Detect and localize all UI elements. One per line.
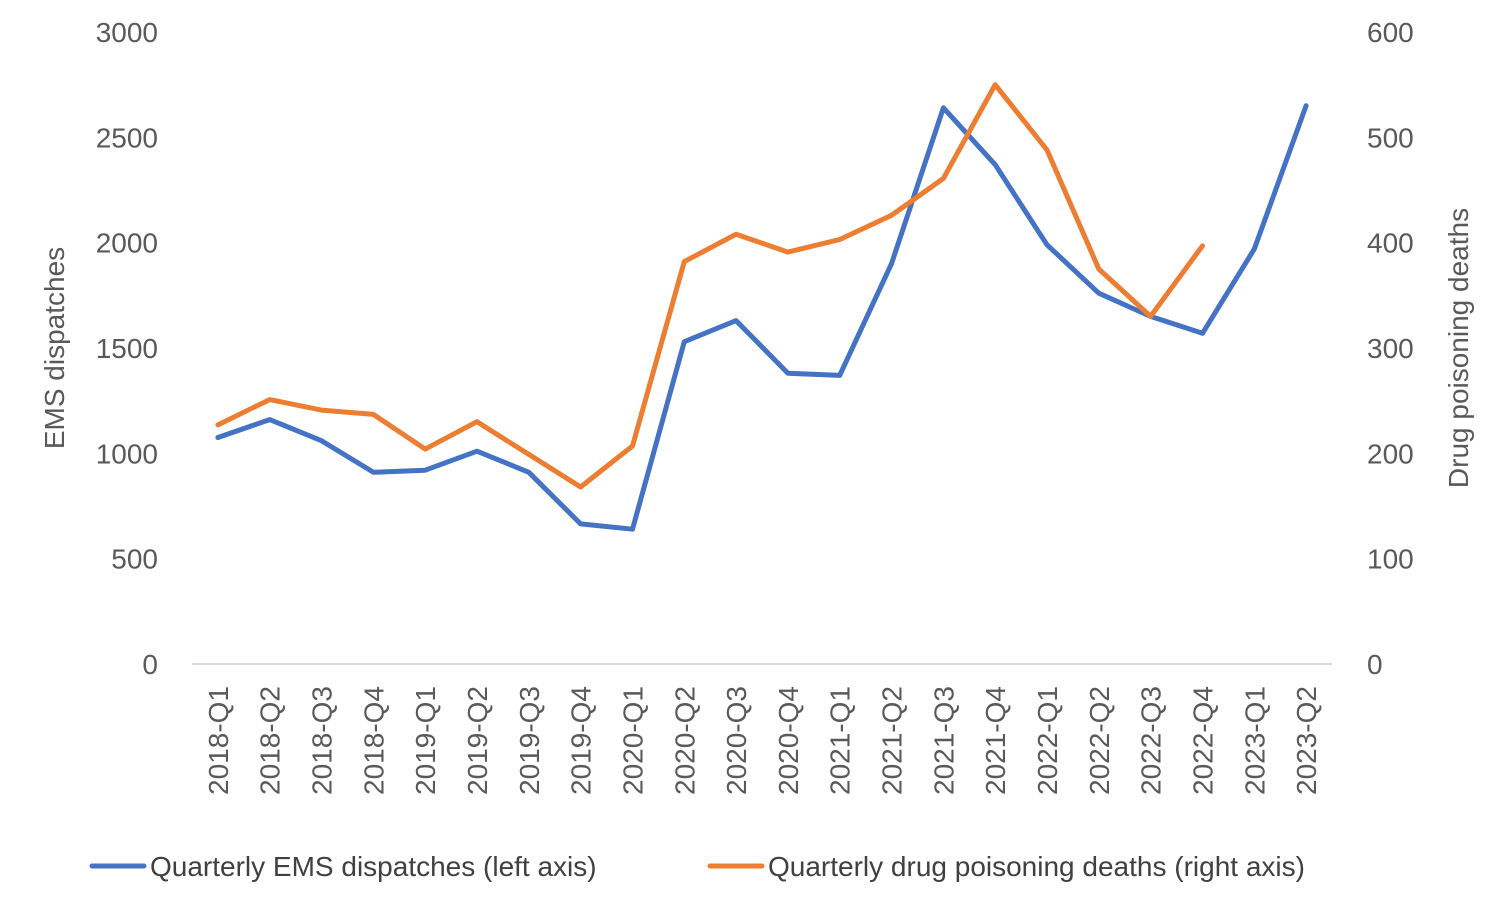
x-axis-category-label: 2018-Q2: [255, 686, 286, 795]
right-axis-tick-label: 600: [1367, 17, 1414, 48]
x-axis-category-label: 2022-Q4: [1187, 686, 1218, 795]
right-axis-tick-label: 500: [1367, 122, 1414, 153]
x-axis-category-label: 2021-Q4: [980, 686, 1011, 795]
left-axis-tick-label: 3000: [96, 17, 158, 48]
left-axis-tick-label: 500: [111, 544, 158, 575]
x-axis-category-label: 2018-Q1: [203, 686, 234, 795]
legend-label: Quarterly EMS dispatches (left axis): [150, 851, 597, 882]
right-axis-tick-label: 400: [1367, 228, 1414, 259]
left-axis-title: EMS dispatches: [39, 247, 70, 449]
x-axis-category-label: 2018-Q3: [307, 686, 338, 795]
x-axis-category-labels: 2018-Q1 2018-Q2 2018-Q3 2018-Q4 2019-Q1 2019-…: [203, 686, 1322, 795]
left-axis-tick-label: 0: [142, 649, 158, 680]
right-axis-tick-label: 300: [1367, 333, 1414, 364]
x-axis-category-label: 2022-Q1: [1032, 686, 1063, 795]
left-axis-tick-label: 2000: [96, 228, 158, 259]
left-axis-tick-label: 2500: [96, 122, 158, 153]
series-line-drug-poisoning-deaths: [218, 85, 1203, 487]
legend: Quarterly EMS dispatches (left axis) Quar…: [92, 851, 1305, 882]
right-axis-title: Drug poisoning deaths: [1443, 208, 1474, 488]
x-axis-category-label: 2018-Q4: [358, 686, 389, 795]
x-axis-category-label: 2020-Q1: [617, 686, 648, 795]
x-axis-category-label: 2019-Q3: [514, 686, 545, 795]
left-axis-tick-label: 1500: [96, 333, 158, 364]
x-axis-category-label: 2022-Q3: [1136, 686, 1167, 795]
right-axis-tick-label: 100: [1367, 544, 1414, 575]
x-axis-category-label: 2019-Q2: [462, 686, 493, 795]
series-line-ems-dispatches: [218, 106, 1306, 530]
x-axis-category-label: 2023-Q2: [1291, 686, 1322, 795]
right-axis-ticks: 0 100 200 300 400 500 600: [1367, 17, 1414, 680]
x-axis-category-label: 2020-Q4: [773, 686, 804, 795]
x-axis-category-label: 2022-Q2: [1084, 686, 1115, 795]
x-axis-category-label: 2019-Q4: [566, 686, 597, 795]
series-lines: [218, 85, 1306, 530]
x-axis-category-label: 2020-Q3: [721, 686, 752, 795]
x-axis-category-label: 2023-Q1: [1239, 686, 1270, 795]
left-axis-ticks: 0 500 1000 1500 2000 2500 3000: [96, 17, 158, 680]
x-axis-category-label: 2019-Q1: [410, 686, 441, 795]
left-axis-tick-label: 1000: [96, 438, 158, 469]
x-axis-category-label: 2020-Q2: [669, 686, 700, 795]
x-axis-category-label: 2021-Q2: [877, 686, 908, 795]
right-axis-tick-label: 0: [1367, 649, 1383, 680]
right-axis-tick-label: 200: [1367, 438, 1414, 469]
x-axis-category-label: 2021-Q1: [825, 686, 856, 795]
legend-label: Quarterly drug poisoning deaths (right a…: [768, 851, 1305, 882]
x-axis-category-label: 2021-Q3: [928, 686, 959, 795]
